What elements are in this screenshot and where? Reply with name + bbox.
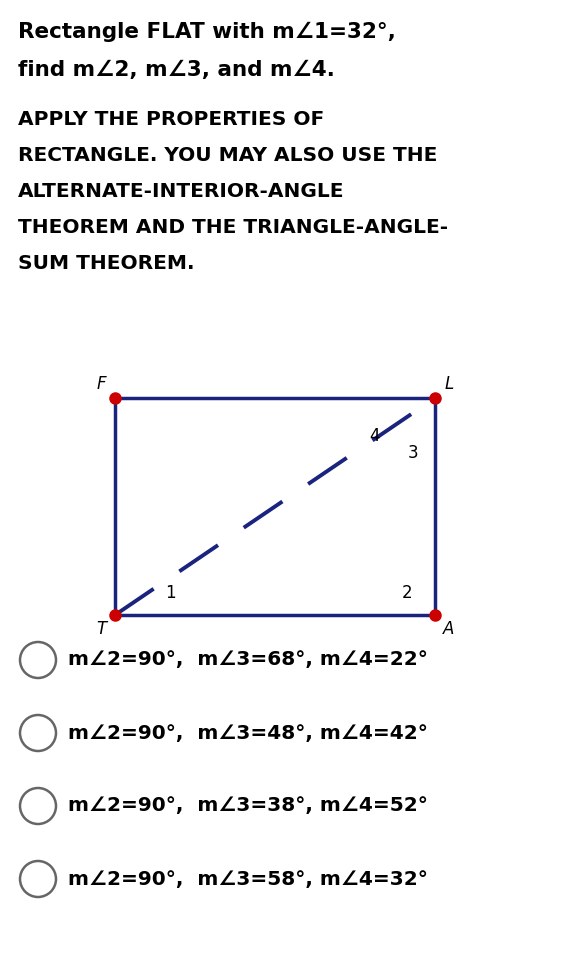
Text: ALTERNATE-INTERIOR-ANGLE: ALTERNATE-INTERIOR-ANGLE xyxy=(18,182,345,201)
Text: m∠2=90°,  m∠3=38°, m∠4=52°: m∠2=90°, m∠3=38°, m∠4=52° xyxy=(68,796,428,816)
Text: 2: 2 xyxy=(402,584,413,602)
Text: Rectangle FLAT with m∠1=32°,: Rectangle FLAT with m∠1=32°, xyxy=(18,22,396,42)
Text: T: T xyxy=(96,620,106,638)
Text: 3: 3 xyxy=(407,444,418,462)
Text: THEOREM AND THE TRIANGLE-ANGLE-: THEOREM AND THE TRIANGLE-ANGLE- xyxy=(18,218,448,237)
Text: L: L xyxy=(445,375,454,393)
Text: 4: 4 xyxy=(370,427,380,445)
Text: SUM THEOREM.: SUM THEOREM. xyxy=(18,254,194,273)
Text: A: A xyxy=(443,620,455,638)
Text: m∠2=90°,  m∠3=48°, m∠4=42°: m∠2=90°, m∠3=48°, m∠4=42° xyxy=(68,724,428,742)
Text: find m∠2, m∠3, and m∠4.: find m∠2, m∠3, and m∠4. xyxy=(18,60,335,80)
Text: m∠2=90°,  m∠3=68°, m∠4=22°: m∠2=90°, m∠3=68°, m∠4=22° xyxy=(68,651,428,670)
Text: F: F xyxy=(96,375,106,393)
Text: 1: 1 xyxy=(165,584,175,602)
Text: m∠2=90°,  m∠3=58°, m∠4=32°: m∠2=90°, m∠3=58°, m∠4=32° xyxy=(68,870,428,889)
Text: APPLY THE PROPERTIES OF: APPLY THE PROPERTIES OF xyxy=(18,110,324,129)
Text: RECTANGLE. YOU MAY ALSO USE THE: RECTANGLE. YOU MAY ALSO USE THE xyxy=(18,146,437,165)
